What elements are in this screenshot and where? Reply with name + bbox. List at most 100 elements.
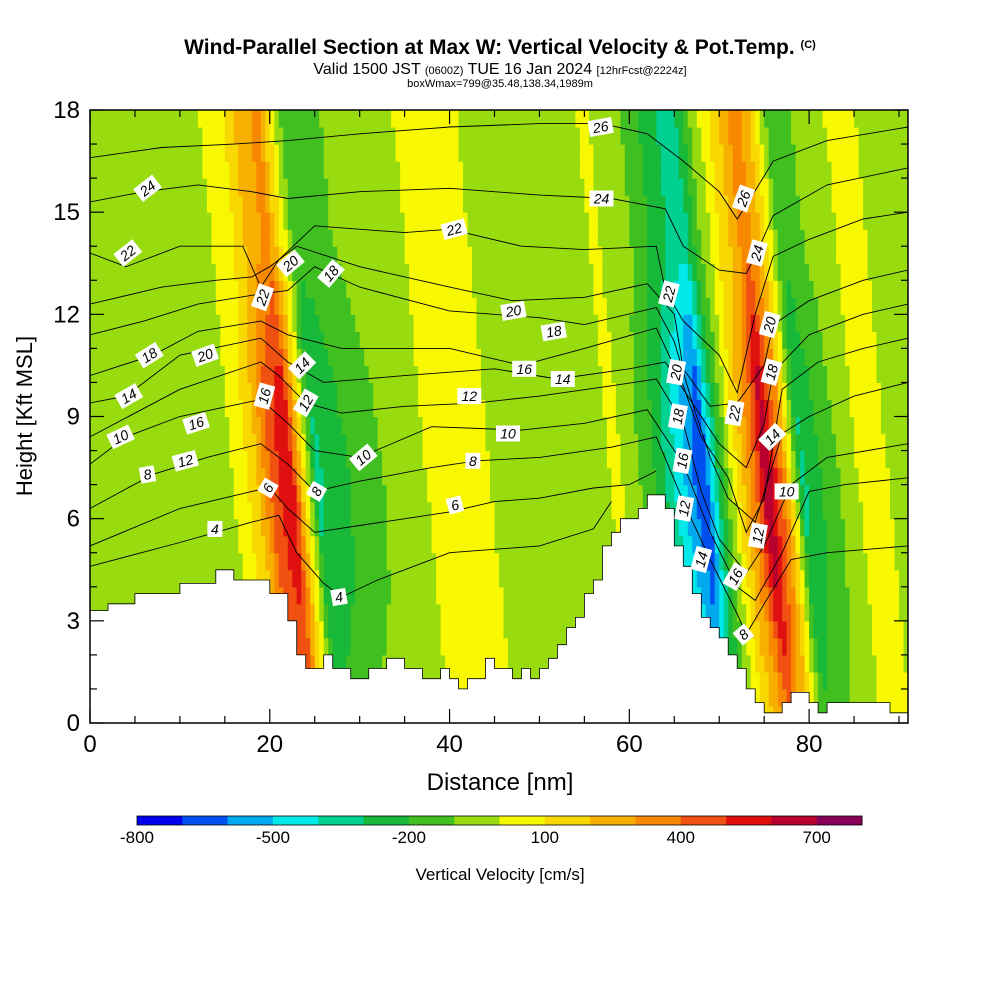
field-cell [418, 484, 424, 503]
field-cell [831, 263, 837, 281]
field-cell [175, 263, 181, 281]
field-cell [449, 603, 455, 622]
field-cell [606, 348, 612, 366]
field-cell [701, 399, 707, 418]
field-cell [238, 552, 244, 571]
field-cell [840, 518, 846, 537]
field-cell [445, 297, 451, 315]
field-cell [723, 603, 729, 622]
field-cell [499, 620, 505, 639]
field-cell [845, 620, 851, 639]
field-cell [166, 365, 172, 383]
field-cell [328, 552, 334, 571]
field-cell [391, 382, 397, 400]
field-cell [606, 365, 612, 383]
field-cell [238, 365, 244, 383]
field-cell [332, 365, 338, 383]
field-cell [166, 484, 172, 503]
field-cell [746, 348, 752, 366]
field-cell [490, 620, 496, 639]
field-cell [773, 450, 779, 469]
field-cell [287, 348, 293, 366]
field-cell [566, 467, 572, 486]
field-cell [881, 518, 887, 537]
field-cell [94, 348, 100, 366]
field-cell [310, 552, 316, 571]
field-cell [899, 331, 905, 349]
field-cell [517, 518, 523, 537]
field-cell [108, 501, 114, 520]
field-cell [350, 348, 356, 366]
field-cell [499, 416, 505, 435]
field-cell [620, 450, 626, 469]
field-cell [296, 263, 302, 281]
field-cell [314, 416, 320, 435]
field-cell [633, 365, 639, 383]
field-cell [296, 382, 302, 400]
field-cell [458, 467, 464, 486]
field-cell [364, 603, 370, 622]
field-cell [382, 501, 388, 520]
field-cell [881, 331, 887, 349]
field-cell [472, 620, 478, 639]
field-cell [166, 246, 172, 264]
field-cell [386, 280, 392, 298]
field-cell [283, 467, 289, 486]
field-cell [449, 620, 455, 639]
field-cell [103, 586, 109, 605]
field-cell [849, 552, 855, 571]
field-cell [624, 416, 630, 435]
field-cell [422, 637, 428, 656]
field-cell [458, 603, 464, 622]
field-cell [341, 280, 347, 298]
field-cell [822, 348, 828, 366]
field-cell [836, 297, 842, 315]
field-cell [296, 331, 302, 349]
field-cell [350, 467, 356, 486]
field-cell [458, 348, 464, 366]
field-cell [665, 331, 671, 349]
field-cell [517, 399, 523, 418]
field-cell [422, 569, 428, 588]
field-cell [894, 297, 900, 315]
field-cell [350, 569, 356, 588]
field-cell [548, 399, 554, 418]
field-cell [800, 450, 806, 469]
field-cell [319, 620, 325, 639]
field-cell [427, 569, 433, 588]
field-cell [719, 552, 725, 571]
field-cell [818, 365, 824, 383]
field-cell [449, 297, 455, 315]
field-cell [845, 484, 851, 503]
field-cell [755, 603, 761, 622]
field-cell [265, 331, 271, 349]
field-cell [782, 569, 788, 588]
field-cell [845, 603, 851, 622]
field-cell [404, 654, 410, 673]
field-cell [786, 654, 792, 673]
field-cell [143, 297, 149, 315]
field-cell [746, 501, 752, 520]
field-cell [301, 484, 307, 503]
field-cell [108, 314, 114, 332]
field-cell [530, 620, 536, 639]
field-cell [382, 569, 388, 588]
field-cell [759, 467, 765, 486]
field-cell [130, 365, 136, 383]
field-cell [215, 450, 221, 469]
field-cell [543, 535, 549, 554]
field-cell [872, 365, 878, 383]
field-cell [822, 620, 828, 639]
field-cell [476, 433, 482, 452]
field-cell [647, 297, 653, 315]
field-cell [166, 280, 172, 298]
field-cell [431, 484, 437, 503]
field-cell [809, 586, 815, 605]
field-cell [382, 552, 388, 571]
field-cell [804, 535, 810, 554]
field-cell [656, 331, 662, 349]
field-cell [445, 501, 451, 520]
field-cell [872, 348, 878, 366]
field-cell [377, 552, 383, 571]
field-cell [530, 348, 536, 366]
